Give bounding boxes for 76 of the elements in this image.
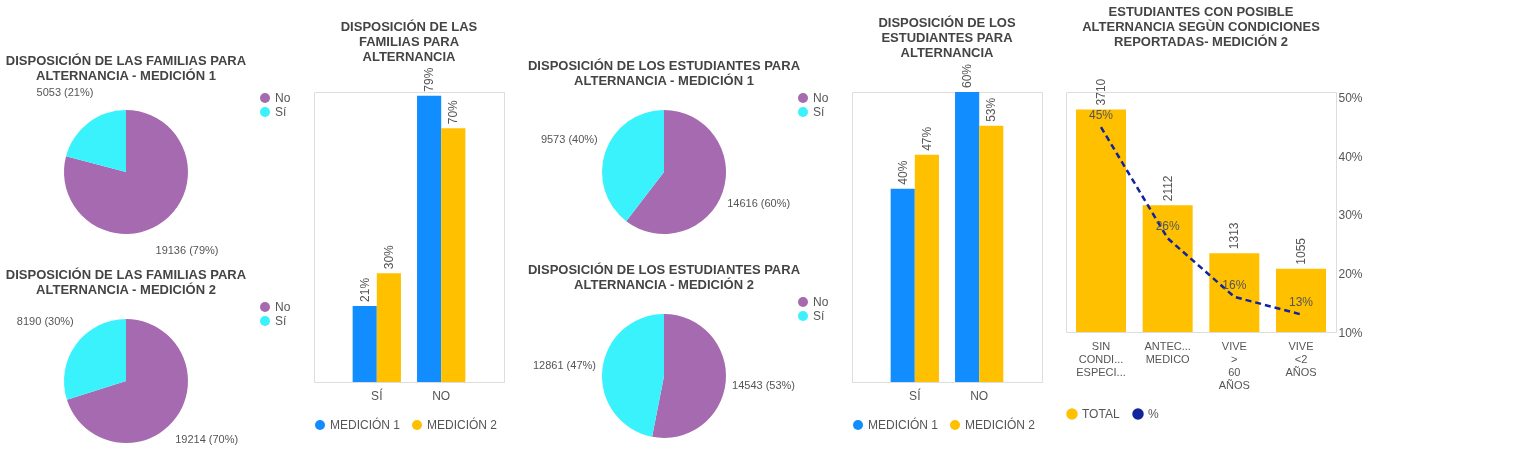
pie-slice xyxy=(64,110,188,234)
bar xyxy=(441,128,466,382)
bar xyxy=(955,92,980,382)
chart-title: DISPOSICIÓN DE LAS FAMILIAS PARA ALTERNANCIA - MEDICIÓN 2 xyxy=(5,267,247,297)
legend-label: Sí xyxy=(275,105,287,119)
x-tick-label: NO xyxy=(432,388,451,403)
data-label: 60% xyxy=(960,63,975,88)
legend-label: Sí xyxy=(275,314,287,328)
y2-tick-label: 20% xyxy=(1338,266,1363,281)
legend-label: No xyxy=(275,300,291,314)
data-label: 26% xyxy=(1155,219,1180,234)
data-label: 13% xyxy=(1288,295,1314,310)
legend-label: No xyxy=(813,91,829,105)
y2-tick-label: 10% xyxy=(1338,325,1363,340)
bar xyxy=(1142,205,1193,332)
data-label: 12861 (47%) xyxy=(532,359,596,372)
bar xyxy=(979,125,1004,382)
pie-slice xyxy=(626,110,726,234)
data-label: 1313 xyxy=(1227,222,1242,250)
data-label: 21% xyxy=(357,277,372,302)
chart-title: DISPOSICIÓN DE LOS ESTUDIANTES PARA ALTERNANCIA xyxy=(878,14,1016,60)
data-label: 5053 (21%) xyxy=(36,85,94,98)
y2-tick-label: 40% xyxy=(1338,149,1363,164)
legend-label: Sí xyxy=(813,309,825,323)
legend-label: TOTAL xyxy=(1082,407,1120,421)
y2-tick-label: 30% xyxy=(1338,208,1363,223)
legend-label: No xyxy=(813,295,829,309)
data-label: 53% xyxy=(984,97,999,122)
legend-label: No xyxy=(275,91,291,105)
x-tick-label: ANTEC... MEDICO xyxy=(1144,339,1191,365)
data-label: 9573 (40%) xyxy=(540,132,598,145)
chart-title: ESTUDIANTES CON POSIBLE ALTERNANCIA SEGÙN CONDICIONES REPORTADAS- MEDICIÓN 2 xyxy=(1082,3,1321,49)
data-label: 45% xyxy=(1088,108,1114,123)
legend-label: Sí xyxy=(813,105,825,119)
x-tick-label: SÍ xyxy=(909,387,922,403)
data-label: 30% xyxy=(381,244,396,270)
data-label: 2112 xyxy=(1160,175,1175,202)
chart-title: DISPOSICIÓN DE LOS ESTUDIANTES PARA ALTERNANCIA - MEDICIÓN 1 xyxy=(527,58,801,88)
bar xyxy=(417,95,442,382)
bar xyxy=(1276,268,1326,332)
data-label: 14543 (53%) xyxy=(732,378,796,391)
x-tick-label: VIVE > 60 AÑOS xyxy=(1218,339,1250,391)
data-label: 19214 (70%) xyxy=(175,433,239,446)
legend-label: % xyxy=(1148,407,1159,421)
data-label: 70% xyxy=(446,99,461,125)
data-label: 47% xyxy=(919,126,934,151)
x-tick-label: SIN CONDI... ESPECI... xyxy=(1076,339,1126,378)
data-label: 1055 xyxy=(1294,237,1308,265)
chart-title: DISPOSICIÓN DE LAS FAMILIAS PARA ALTERNANCIA - MEDICIÓN 1 xyxy=(5,52,247,83)
bar xyxy=(352,305,377,382)
data-label: 3710 xyxy=(1094,78,1108,106)
pie-slice xyxy=(602,314,664,437)
chart-title: DISPOSICIÓN DE LOS ESTUDIANTES PARA ALTERNANCIA - MEDICIÓN 2 xyxy=(527,262,801,292)
legend-label: MEDICIÓN 2 xyxy=(427,417,498,432)
bar xyxy=(376,273,401,382)
bar xyxy=(1076,109,1126,332)
x-tick-label: NO xyxy=(970,388,989,403)
chart-title: DISPOSICIÓN DE LAS FAMILIAS PARA ALTERNANCIA xyxy=(340,18,478,64)
bar xyxy=(1209,253,1260,332)
pie-slice xyxy=(602,110,664,222)
data-label: 16% xyxy=(1222,277,1247,292)
data-label: 8190 (30%) xyxy=(16,314,74,327)
data-label: 40% xyxy=(895,160,910,185)
pie-slice xyxy=(652,314,726,438)
y2-tick-label: 50% xyxy=(1338,91,1363,106)
pie-slice xyxy=(66,110,126,172)
x-tick-label: VIVE <2 AÑOS xyxy=(1285,339,1317,378)
data-label: 19136 (79%) xyxy=(155,244,219,257)
data-label: 14616 (60%) xyxy=(727,197,791,210)
data-label: 79% xyxy=(422,67,437,92)
bar xyxy=(890,188,915,382)
x-tick-label: SÍ xyxy=(371,387,384,403)
legend-label: MEDICIÓN 1 xyxy=(330,417,401,432)
legend-label: MEDICIÓN 1 xyxy=(868,417,939,432)
bar xyxy=(914,154,939,382)
legend-label: MEDICIÓN 2 xyxy=(965,417,1036,432)
